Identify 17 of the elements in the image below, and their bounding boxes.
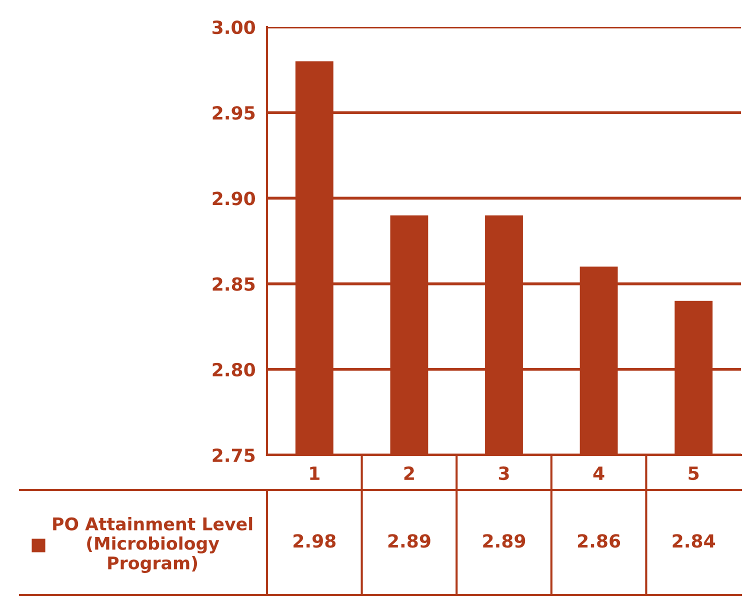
x-tick-label: 1 [310,466,320,480]
x-tick-label: 3 [498,466,509,480]
y-tick-label: 3.00 [212,20,256,34]
data-label: 2.98 [294,534,336,548]
x-tick-label: 2 [404,466,414,480]
legend-label: PO Attainment Level (Microbiology Program) [53,517,252,573]
x-tick-label: 5 [688,466,699,480]
data-label: 2.86 [578,534,620,548]
x-tick-label: 4 [593,466,604,480]
data-label: 2.84 [672,534,716,548]
y-tick-label: 2.85 [212,277,255,291]
y-tick-label: 2.90 [212,192,256,206]
y-tick-label: 2.80 [212,362,256,377]
data-label: 2.89 [388,534,430,548]
data-label: 2.89 [483,534,526,548]
y-tick-label: 2.95 [212,106,255,120]
y-tick-label: 2.75 [212,448,255,462]
